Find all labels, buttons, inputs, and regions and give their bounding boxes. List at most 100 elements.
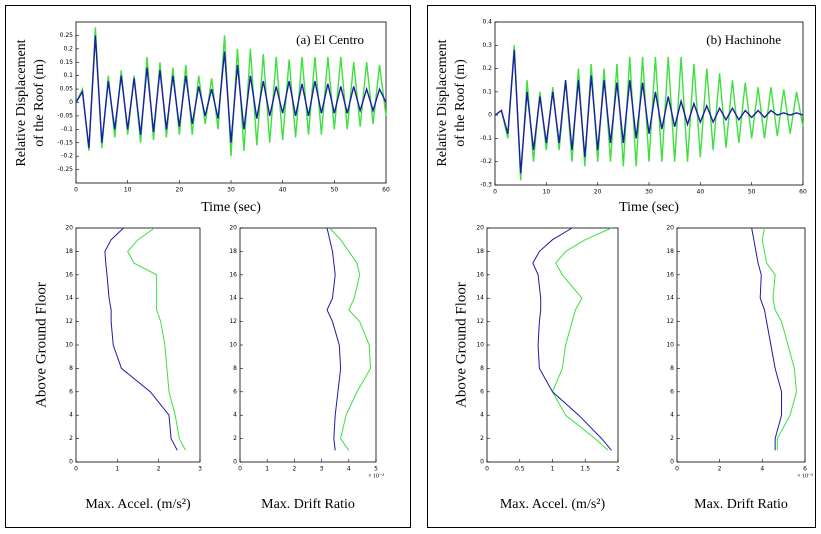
series-line: [75, 27, 387, 157]
y-tick-label: 20: [476, 225, 484, 232]
y-tick-label: 14: [65, 295, 73, 302]
y-tick-label: 16: [65, 271, 73, 278]
y-tick-label: 16: [666, 271, 674, 278]
x-axis-label: Max. Accel. (m/s²): [85, 497, 191, 512]
y-tick-label: 12: [65, 318, 73, 325]
profile-line: [751, 227, 783, 451]
x-axis-label: Max. Accel. (m/s²): [500, 497, 606, 512]
x-tick-label: 40: [697, 189, 705, 196]
y-tick-label: 0.3: [482, 42, 492, 49]
profile-line: [127, 227, 186, 451]
y-tick-label: 0: [480, 459, 484, 466]
x-tick-label: 2: [157, 466, 161, 473]
x-tick-label: 0: [74, 187, 78, 194]
y-tick-label: 20: [65, 225, 73, 232]
y-tick-label: -0.2: [61, 153, 73, 160]
x-tick-label: 6: [803, 466, 807, 473]
x-tick-label: 2: [718, 466, 722, 473]
y-tick-label: 8: [670, 365, 674, 372]
y-tick-label: 0.1: [482, 88, 492, 95]
y-tick-label: 20: [229, 225, 237, 232]
y-tick-label: -0.2: [480, 158, 492, 165]
x-tick-label: 10: [543, 189, 551, 196]
plot-frame: [676, 227, 806, 463]
y-tick-label: -0.1: [480, 135, 492, 142]
y-tick-label: 16: [229, 271, 237, 278]
x-tick-label: 60: [382, 187, 390, 194]
y-tick-label: 18: [476, 248, 484, 255]
profile-line: [532, 227, 612, 451]
x-tick-label: 1: [551, 466, 555, 473]
y-tick-label: 8: [233, 365, 237, 372]
plot-frame: [75, 227, 201, 463]
y-tick-label: 0.2: [63, 45, 73, 52]
x-tick-label: 10: [124, 187, 132, 194]
x-tick-label: 4: [760, 466, 764, 473]
y-tick-label: -0.25: [57, 166, 73, 173]
plot-frame: [239, 227, 377, 463]
y-tick-label: 6: [670, 388, 674, 395]
x-tick-label: 50: [748, 189, 756, 196]
y-tick-label: 6: [69, 388, 73, 395]
y-tick-label: 4: [69, 412, 73, 419]
y-tick-label: 20: [666, 225, 674, 232]
y-tick-label: 0: [233, 459, 237, 466]
y-tick-label: 0: [69, 459, 73, 466]
annotation: (a) El Centro: [296, 32, 364, 47]
x-tick-label: 0: [74, 466, 78, 473]
y-tick-label: 0: [488, 112, 492, 119]
x-tick-label: 40: [279, 187, 287, 194]
x-tick-label: 0: [238, 466, 242, 473]
y-tick-label: 2: [480, 435, 484, 442]
y-tick-label: 14: [229, 295, 237, 302]
y-tick-label: 8: [69, 365, 73, 372]
series-line: [494, 45, 804, 181]
y-tick-label: 0.4: [482, 19, 492, 26]
y-axis-label: Relative Displacement: [435, 39, 450, 166]
y-tick-label: 14: [666, 295, 674, 302]
x-tick-label: 50: [331, 187, 339, 194]
x-tick-label: 1.5: [580, 466, 590, 473]
profile-line: [104, 227, 178, 451]
y-tick-label: 18: [229, 248, 237, 255]
x-tick-label: 0: [675, 466, 679, 473]
x-tick-label: 60: [799, 189, 807, 196]
y-tick-label: 16: [476, 271, 484, 278]
y-tick-label: -0.05: [57, 112, 73, 119]
x-tick-label: 1: [115, 466, 119, 473]
y-tick-label: -0.15: [57, 139, 73, 146]
x-tick-label: 2: [292, 466, 296, 473]
y-tick-label: 2: [69, 435, 73, 442]
y-tick-label: 18: [65, 248, 73, 255]
y-tick-label: 4: [480, 412, 484, 419]
y-tick-label: 0.25: [60, 32, 74, 39]
x-scale-label: × 10⁻³: [797, 473, 813, 479]
x-tick-label: 20: [176, 187, 184, 194]
y-tick-label: 12: [666, 318, 674, 325]
y-tick-label: 0.15: [60, 59, 74, 66]
y-tick-label: 12: [229, 318, 237, 325]
x-tick-label: 30: [645, 189, 653, 196]
y-axis-label: of the Roof (m): [32, 59, 47, 147]
y-tick-label: 0: [69, 99, 73, 106]
y-tick-label: 0.1: [63, 72, 73, 79]
y-axis-label: of the Roof (m): [453, 59, 468, 147]
y-tick-label: 0: [670, 459, 674, 466]
x-tick-label: 30: [227, 187, 235, 194]
y-tick-label: 10: [229, 342, 237, 349]
x-scale-label: × 10⁻³: [368, 473, 384, 479]
y-tick-label: 10: [666, 342, 674, 349]
x-tick-label: 20: [594, 189, 602, 196]
x-axis-label: Max. Drift Ratio: [261, 497, 355, 512]
y-tick-label: 12: [476, 318, 484, 325]
x-tick-label: 3: [320, 466, 324, 473]
x-tick-label: 2: [616, 466, 620, 473]
y-tick-label: 6: [480, 388, 484, 395]
y-tick-label: 0.2: [482, 65, 492, 72]
y-tick-label: 10: [65, 342, 73, 349]
x-tick-label: 1: [265, 466, 269, 473]
x-tick-label: 4: [347, 466, 351, 473]
y-tick-label: 14: [476, 295, 484, 302]
y-axis-label: Above Ground Floor: [33, 282, 49, 408]
